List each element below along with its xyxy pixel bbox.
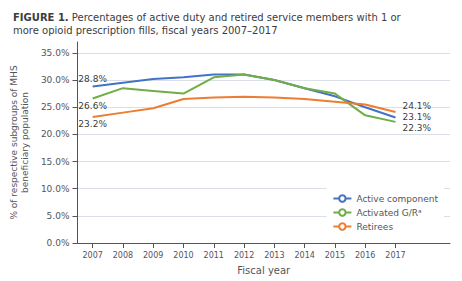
svg-text:2009: 2009	[143, 251, 163, 260]
svg-text:Fiscal year: Fiscal year	[237, 265, 291, 276]
svg-text:2017: 2017	[385, 251, 405, 260]
svg-text:2011: 2011	[204, 251, 224, 260]
svg-text:28.8%: 28.8%	[78, 74, 107, 84]
svg-text:Percentages of active duty and: Percentages of active duty and retired s…	[69, 12, 402, 23]
svg-text:24.1%: 24.1%	[402, 101, 431, 111]
svg-text:2016: 2016	[355, 251, 375, 260]
svg-text:2010: 2010	[173, 251, 193, 260]
svg-text:FIGURE 1.: FIGURE 1.	[13, 12, 69, 23]
svg-text:Retirees: Retirees	[356, 222, 393, 232]
svg-text:26.6%: 26.6%	[78, 101, 107, 111]
svg-text:Activated G/Rᵃ: Activated G/Rᵃ	[356, 208, 421, 218]
svg-text:22.3%: 22.3%	[402, 123, 431, 133]
svg-text:2007: 2007	[82, 251, 102, 260]
svg-text:more opioid prescription fills: more opioid prescription fills, fiscal y…	[13, 25, 278, 36]
svg-text:5.0%: 5.0%	[47, 211, 70, 221]
svg-text:% of respective subgroups of M: % of respective subgroups of MHS	[9, 65, 19, 219]
svg-text:2013: 2013	[264, 251, 284, 260]
svg-text:2012: 2012	[234, 251, 254, 260]
svg-text:25.0%: 25.0%	[41, 102, 70, 112]
svg-text:2015: 2015	[325, 251, 345, 260]
svg-text:2014: 2014	[294, 251, 314, 260]
svg-text:15.0%: 15.0%	[41, 157, 70, 167]
svg-text:0.0%: 0.0%	[47, 238, 70, 248]
svg-text:23.2%: 23.2%	[78, 119, 107, 129]
svg-text:2008: 2008	[113, 251, 133, 260]
svg-text:10.0%: 10.0%	[41, 184, 70, 194]
svg-text:Active component: Active component	[356, 194, 438, 204]
svg-text:35.0%: 35.0%	[41, 48, 70, 58]
svg-text:23.1%: 23.1%	[402, 112, 431, 122]
svg-text:20.0%: 20.0%	[41, 129, 70, 139]
svg-text:beneficiary population: beneficiary population	[20, 92, 30, 193]
svg-text:30.0%: 30.0%	[41, 75, 70, 85]
